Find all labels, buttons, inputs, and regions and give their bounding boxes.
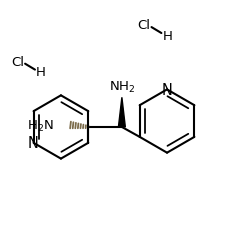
Text: Cl: Cl — [11, 56, 24, 69]
Text: N: N — [162, 82, 173, 98]
Polygon shape — [118, 98, 125, 128]
Text: H$_2$N: H$_2$N — [27, 118, 54, 133]
Text: H: H — [36, 66, 46, 79]
Text: NH$_2$: NH$_2$ — [109, 80, 135, 95]
Text: N: N — [28, 136, 39, 151]
Text: Cl: Cl — [138, 18, 151, 32]
Text: H: H — [162, 30, 172, 43]
